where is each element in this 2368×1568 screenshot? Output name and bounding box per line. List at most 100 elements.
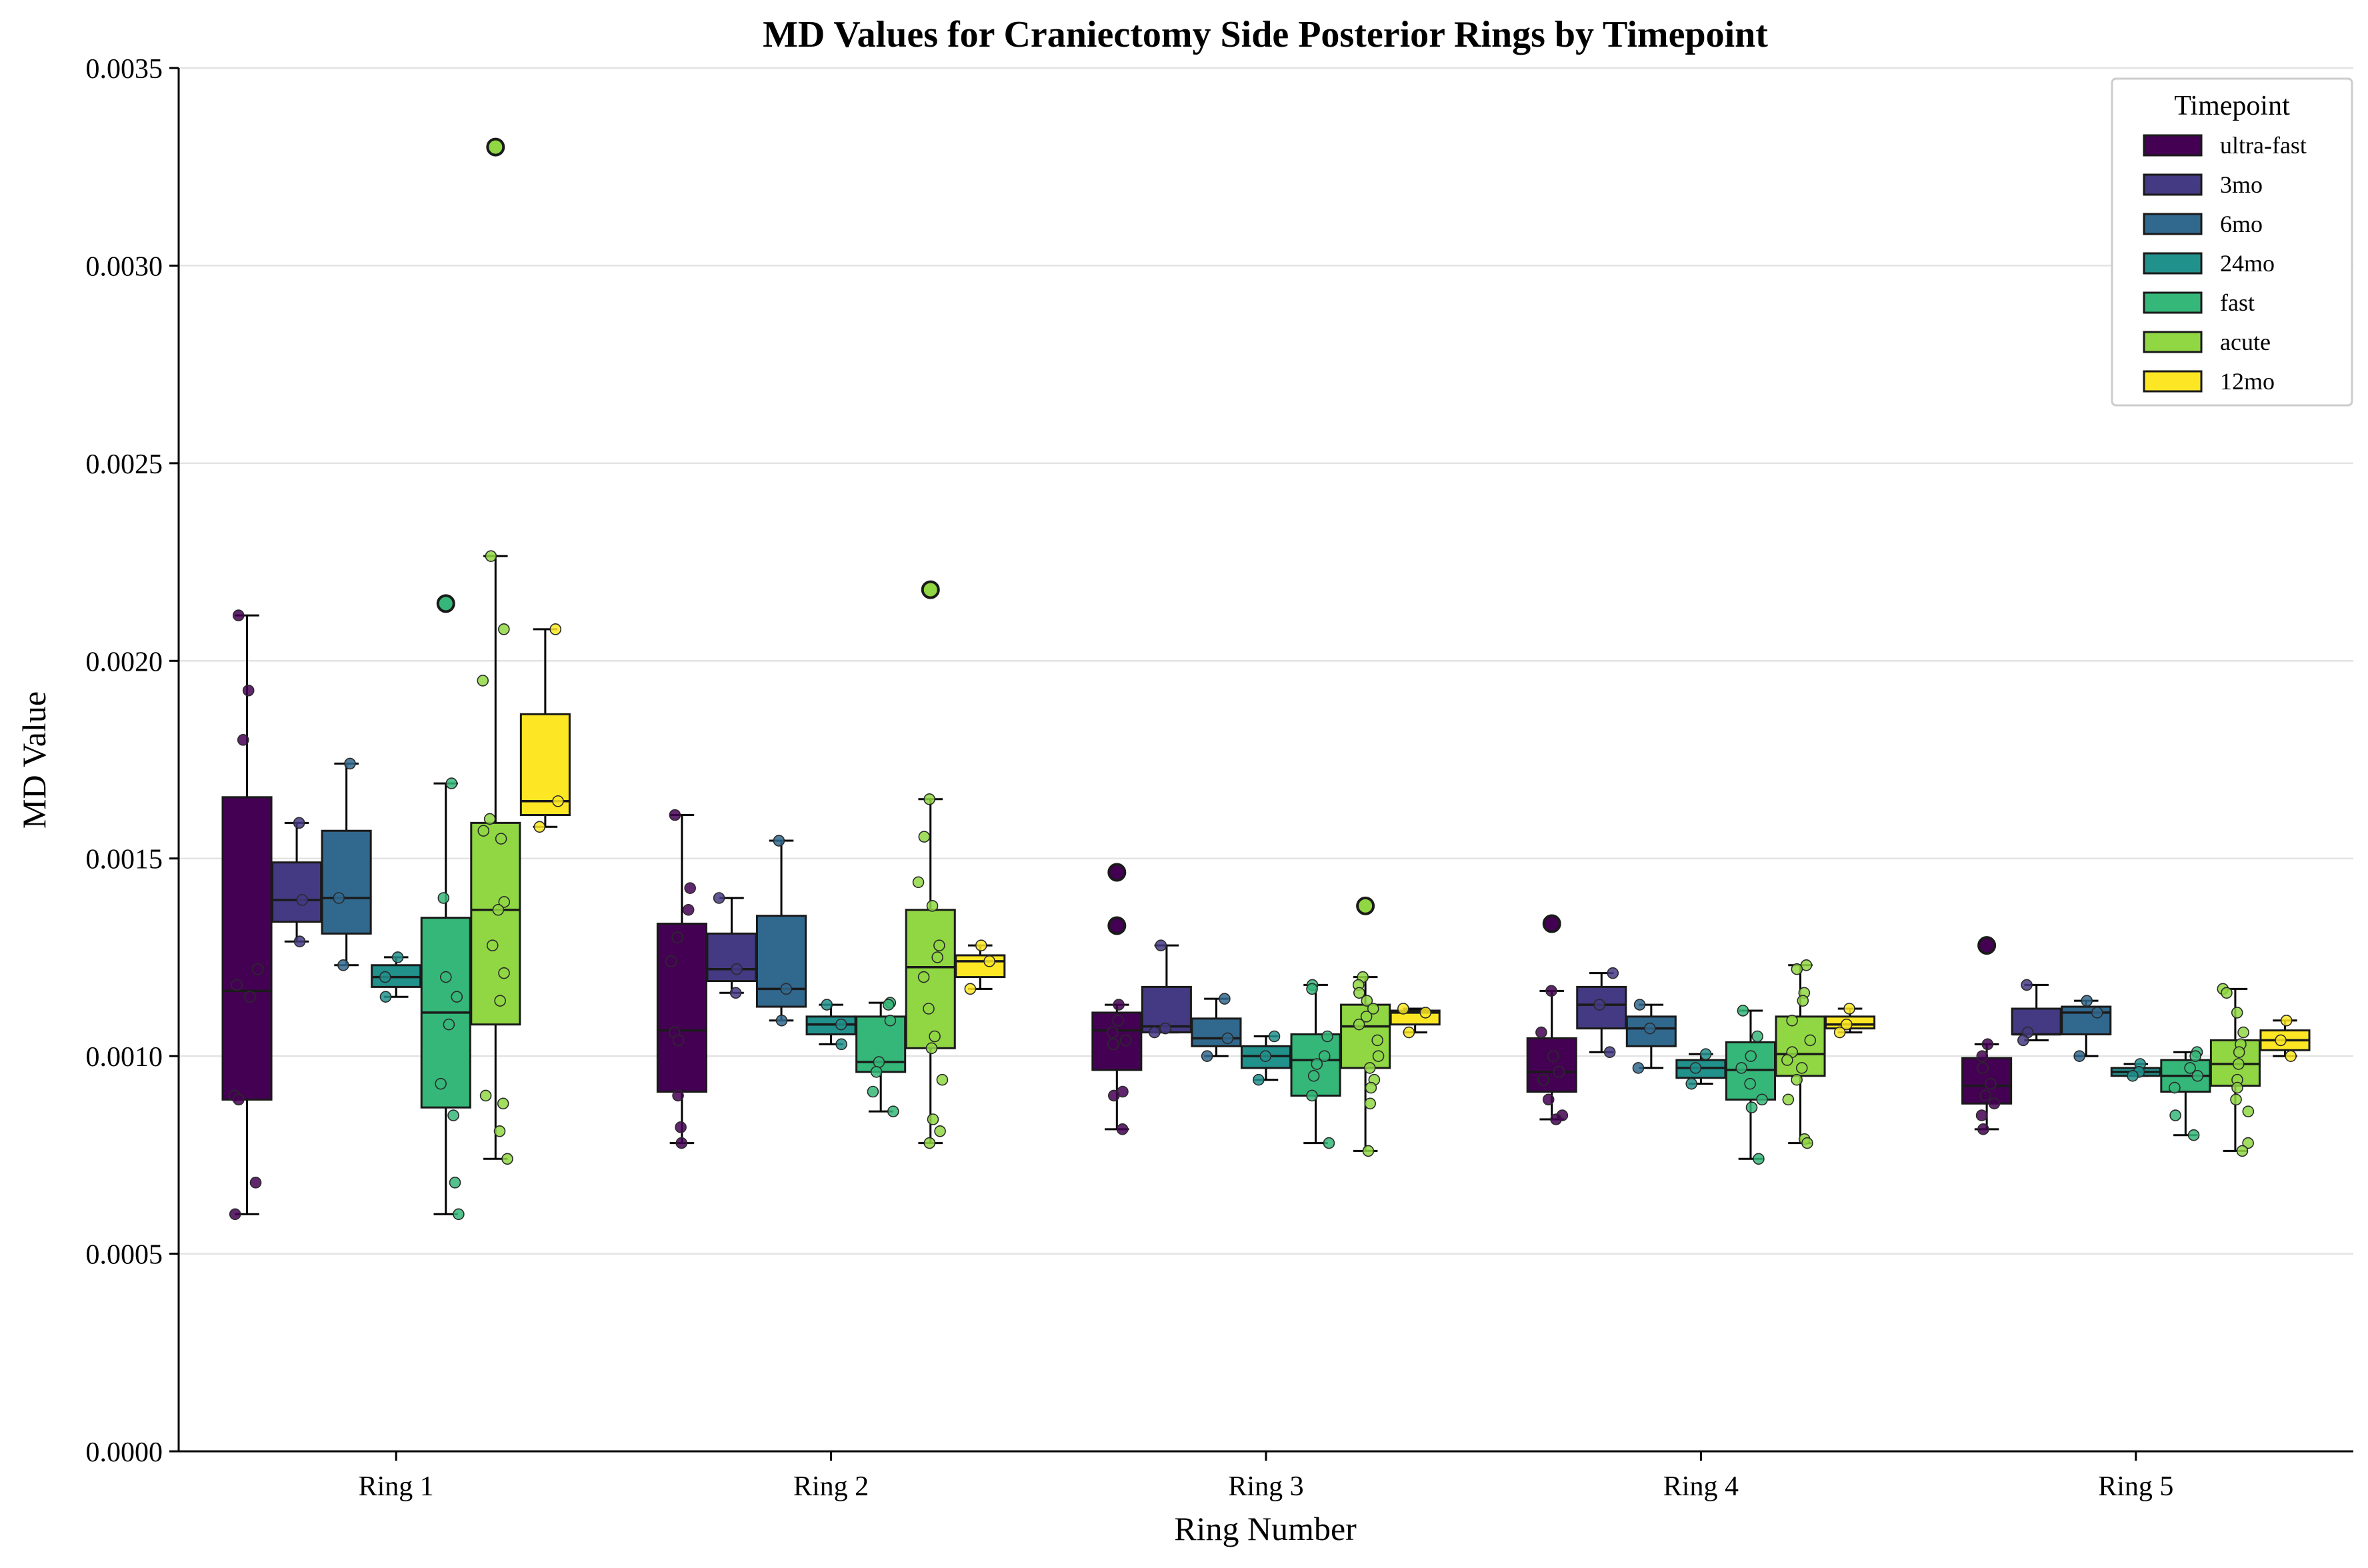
box-12mo-ring-3 — [1389, 1003, 1441, 1039]
data-point — [923, 1003, 935, 1015]
box-12mo-ring-4 — [1825, 1003, 1876, 1039]
data-point — [925, 1042, 938, 1055]
data-point — [445, 777, 458, 789]
data-point — [1753, 1153, 1765, 1165]
data-point — [453, 1208, 465, 1221]
box-iqr — [756, 915, 807, 1008]
data-point — [2169, 1081, 2181, 1094]
data-point — [492, 903, 505, 916]
data-point — [447, 1109, 459, 1121]
box-acute-ring-3 — [1340, 896, 1391, 1157]
data-point — [926, 900, 939, 912]
data-point — [884, 1014, 897, 1027]
data-point — [1107, 1038, 1119, 1051]
box-iqr — [2061, 1005, 2112, 1036]
data-point — [1632, 1062, 1645, 1074]
outlier-point — [921, 580, 940, 599]
data-point — [1751, 1030, 1763, 1043]
legend-label: ultra-fast — [2220, 132, 2307, 159]
data-point — [2021, 979, 2033, 991]
data-point — [379, 991, 392, 1003]
data-point — [780, 983, 793, 995]
x-tick-label: Ring 5 — [2098, 1471, 2173, 1502]
data-point — [1756, 1093, 1768, 1106]
legend-label: 6mo — [2220, 211, 2263, 237]
data-point — [498, 896, 511, 908]
outlier-point — [1542, 914, 1561, 933]
legend-item-ultra-fast: ultra-fast — [2143, 132, 2307, 159]
box-3mo-ring-3 — [1141, 939, 1192, 1039]
data-point — [2233, 1046, 2245, 1059]
data-point — [773, 835, 785, 847]
data-point — [2230, 1093, 2242, 1106]
y-tick-label: 0.0010 — [86, 1042, 163, 1073]
outlier-point — [436, 594, 455, 613]
outlier-point — [1356, 896, 1375, 915]
legend-item-acute: acute — [2143, 329, 2271, 355]
data-point — [2280, 1014, 2293, 1027]
data-point — [296, 894, 309, 906]
box-series — [221, 137, 2311, 1221]
data-point — [493, 1125, 506, 1137]
data-point — [2187, 1129, 2200, 1141]
box-24mo-ring-4 — [1675, 1048, 1727, 1090]
data-point — [333, 892, 345, 904]
data-point — [2242, 1105, 2255, 1117]
box-iqr — [321, 829, 372, 935]
data-point — [1403, 1026, 1415, 1039]
y-tick-label: 0.0020 — [86, 647, 163, 677]
y-tick-label: 0.0025 — [86, 449, 163, 480]
data-point — [1833, 1026, 1846, 1039]
data-point — [477, 825, 490, 837]
legend-label: 24mo — [2220, 250, 2275, 277]
box-iqr — [905, 909, 956, 1049]
data-point — [451, 991, 463, 1003]
data-point — [1259, 1050, 1272, 1062]
data-point — [923, 1137, 936, 1149]
x-axis-label: Ring Number — [1174, 1510, 1357, 1547]
data-point — [1786, 1014, 1798, 1027]
data-point — [870, 1066, 883, 1078]
series-ultra-fast — [221, 609, 2013, 1221]
data-point — [1545, 985, 1557, 997]
data-point — [1745, 1101, 1758, 1114]
data-point — [1547, 1050, 1559, 1062]
data-point — [495, 833, 507, 845]
data-point — [1542, 1093, 1555, 1106]
data-point — [1981, 1038, 1994, 1051]
data-point — [1363, 1062, 1376, 1074]
box-12mo-ring-2 — [955, 939, 1006, 995]
data-point — [675, 1121, 687, 1133]
data-point — [497, 1097, 509, 1110]
data-point — [775, 1014, 788, 1027]
x-tick-label: Ring 3 — [1228, 1471, 1303, 1502]
outlier-point — [1107, 863, 1127, 882]
data-point — [293, 935, 306, 948]
data-point — [1361, 995, 1373, 1007]
data-point — [671, 931, 684, 944]
legend-frame — [2111, 77, 2353, 407]
legend-label: acute — [2220, 329, 2271, 355]
data-point — [1644, 1022, 1656, 1035]
box-iqr — [1191, 1017, 1242, 1047]
legend-swatch — [2143, 213, 2203, 235]
legend-swatch — [2143, 252, 2203, 275]
axes: 0.0000 0.0005 0.0010 0.0015 0.0020 0.0025 0.00… — [86, 54, 2353, 1502]
box-12mo-ring-5 — [2259, 1014, 2311, 1062]
box-iqr — [470, 821, 521, 1026]
box-iqr — [656, 923, 707, 1093]
data-point — [1106, 1026, 1119, 1039]
data-point — [2184, 1062, 2196, 1074]
x-tick-label: Ring 2 — [793, 1471, 869, 1502]
data-point — [293, 817, 305, 829]
data-point — [934, 1125, 946, 1137]
data-point — [929, 1030, 941, 1043]
data-point — [867, 1085, 879, 1098]
data-point — [1633, 999, 1646, 1011]
data-point — [975, 939, 987, 951]
data-point — [439, 971, 452, 983]
box-ultra-fast-ring-1 — [221, 609, 273, 1221]
data-point — [1119, 1034, 1132, 1047]
box-6mo-ring-1 — [321, 757, 372, 971]
